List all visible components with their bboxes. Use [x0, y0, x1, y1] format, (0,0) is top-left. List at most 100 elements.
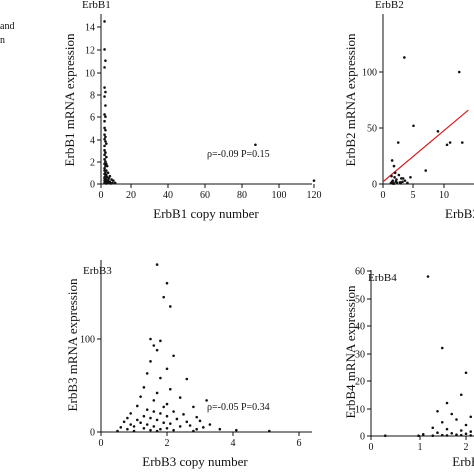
y-tick-label: 0 — [372, 180, 377, 191]
data-point — [445, 427, 449, 431]
data-point — [162, 405, 165, 409]
panel-erbb1: 0 20 40 60 80 100 120 0 2 4 6 8 10 12 14 ErbB1 ErbB1 mRN… — [62, 0, 322, 221]
data-point — [464, 371, 468, 375]
data-point — [109, 182, 113, 185]
data-point — [436, 130, 440, 133]
data-point — [195, 415, 198, 419]
data-point — [464, 423, 468, 427]
data-point — [105, 164, 109, 168]
data-point — [406, 181, 409, 185]
data-point — [105, 182, 108, 185]
data-point — [182, 413, 185, 416]
data-point — [445, 143, 449, 147]
data-point — [155, 391, 159, 395]
data-point — [132, 425, 136, 428]
data-point — [103, 20, 106, 23]
data-point — [106, 171, 110, 175]
data-point — [105, 155, 108, 159]
regression-line — [382, 109, 469, 183]
x-tick-label: 0 — [369, 442, 374, 453]
y-tick-label: 50 — [355, 295, 365, 306]
data-point — [440, 346, 444, 350]
y-tick-label: 50 — [367, 124, 377, 135]
y-tick-label: 30 — [355, 350, 365, 361]
data-point — [165, 402, 169, 406]
data-point — [412, 124, 415, 128]
data-point — [312, 179, 316, 182]
data-point — [409, 175, 412, 179]
data-point — [104, 104, 107, 107]
y-tick-label: 100 — [362, 68, 377, 79]
data-point — [450, 412, 454, 416]
data-point — [108, 174, 112, 178]
data-point — [155, 429, 159, 433]
data-point — [383, 434, 387, 438]
data-point — [393, 171, 397, 175]
data-point — [136, 418, 139, 422]
y-tick-label: 12 — [85, 46, 95, 57]
data-point — [392, 164, 396, 168]
y-tick-label: 6 — [90, 113, 95, 124]
data-point — [139, 421, 142, 425]
data-point — [149, 360, 152, 363]
data-point — [145, 408, 149, 411]
y-tick-label: 20 — [355, 377, 365, 388]
stat-annotation: ρ=-0.09 P=0.15 — [207, 149, 270, 160]
x-axis-label: ErbB — [452, 454, 474, 469]
data-point — [417, 434, 420, 438]
data-point — [464, 432, 468, 436]
data-point — [390, 174, 393, 178]
x-tick-label: 20 — [126, 190, 136, 201]
x-tick-label: 60 — [200, 190, 210, 201]
data-point — [399, 182, 402, 185]
data-point — [103, 169, 106, 172]
panel-title: ErbB1 — [82, 0, 111, 11]
data-point — [122, 420, 126, 424]
data-point — [103, 149, 106, 152]
data-point — [397, 173, 401, 177]
data-point — [455, 433, 458, 436]
data-point — [155, 348, 159, 352]
data-point — [403, 179, 407, 182]
data-point — [104, 59, 107, 62]
data-point — [195, 427, 198, 431]
data-point — [145, 372, 149, 375]
data-point — [403, 56, 406, 59]
x-tick-label: 1 — [418, 442, 423, 453]
data-point — [445, 401, 449, 405]
y-tick-label: 10 — [85, 69, 95, 80]
data-point — [129, 412, 132, 415]
data-point — [455, 418, 458, 421]
data-point — [104, 151, 107, 154]
data-point — [459, 393, 463, 397]
data-point — [149, 337, 152, 341]
data-point — [103, 167, 106, 170]
data-point — [400, 177, 403, 180]
data-point — [198, 419, 202, 423]
y-tick-label: 2 — [90, 158, 95, 169]
y-tick-label: 0 — [90, 180, 95, 191]
left-fragment-1: and — [0, 21, 15, 32]
data-point — [113, 181, 117, 185]
data-point — [155, 418, 159, 422]
data-point — [104, 90, 107, 94]
y-axis-label: ErbB3 mRNA expression — [65, 278, 80, 411]
data-point — [178, 425, 182, 428]
data-point — [103, 144, 106, 148]
x-tick-label: 0 — [99, 438, 104, 449]
data-point — [469, 415, 473, 419]
data-point — [145, 423, 149, 426]
data-point — [159, 412, 162, 415]
data-point — [394, 180, 398, 183]
x-tick-label: 80 — [237, 190, 247, 201]
data-point — [202, 426, 205, 429]
data-point — [208, 423, 212, 426]
data-point — [165, 367, 169, 371]
data-point — [116, 429, 119, 433]
left-fragment-2: n — [0, 35, 5, 46]
data-point — [450, 431, 454, 435]
y-axis-label: ErbB1 mRNA expression — [62, 33, 77, 166]
data-point — [392, 182, 396, 185]
